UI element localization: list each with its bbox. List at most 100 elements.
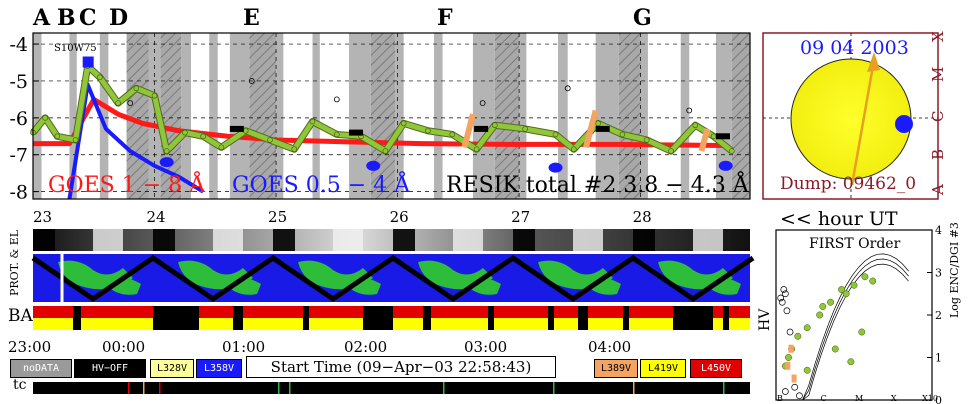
resik-blue-blob bbox=[718, 160, 733, 171]
ba-gap bbox=[673, 306, 713, 330]
tc-label: tc bbox=[13, 377, 27, 393]
first-order-point bbox=[858, 328, 866, 336]
prot-el-label: PROT. & EL bbox=[8, 229, 21, 296]
resik-point bbox=[449, 131, 456, 138]
voltage-legend-row: noDATA HV−OFF L328V L358V L389V L419V L450V bbox=[0, 357, 760, 379]
outlier-point bbox=[479, 100, 486, 106]
first-order-outlier bbox=[791, 383, 799, 391]
ba-strip bbox=[33, 306, 750, 330]
tc-tick bbox=[159, 382, 161, 394]
prot-light-band bbox=[213, 229, 243, 251]
panel-letter: D bbox=[109, 5, 129, 31]
ba-gap bbox=[153, 306, 193, 330]
resik-point bbox=[218, 144, 225, 151]
first-order-point bbox=[819, 303, 827, 310]
ba-gap bbox=[423, 306, 431, 330]
first-order-outlier bbox=[782, 388, 789, 395]
strip-layer bbox=[33, 229, 723, 251]
night-band bbox=[395, 33, 404, 199]
saa-band bbox=[618, 33, 641, 199]
hour-tick-label: 04:00 bbox=[588, 338, 632, 356]
flare-class-letter: M bbox=[929, 67, 947, 82]
prot-dark-band bbox=[153, 229, 175, 251]
voltage-legend-box: L419V bbox=[640, 359, 686, 378]
ba-gap bbox=[548, 306, 554, 330]
resik-black-segment bbox=[715, 133, 730, 140]
sun-panel: A B C M X bbox=[762, 31, 947, 200]
scatter-x-label: B bbox=[777, 394, 783, 403]
green-patch bbox=[223, 277, 261, 295]
tc-tick bbox=[278, 382, 280, 394]
legend-goes-long: GOES 1 − 8 Å bbox=[48, 170, 206, 198]
flare-class-letter: C bbox=[929, 111, 947, 122]
tc-tick bbox=[128, 382, 130, 394]
y-tick-label: -8 bbox=[9, 182, 28, 204]
x-tick-label: 23 bbox=[33, 208, 52, 226]
night-band bbox=[33, 33, 42, 199]
green-patch bbox=[463, 277, 501, 295]
first-order-outlier bbox=[796, 392, 803, 400]
resik-point bbox=[163, 148, 170, 154]
y-tick-label: -7 bbox=[9, 145, 28, 167]
model-curve bbox=[783, 253, 909, 401]
saa-band bbox=[249, 33, 277, 199]
x-tick-label: 27 bbox=[511, 208, 530, 226]
resik-point bbox=[115, 100, 121, 106]
night-band bbox=[312, 33, 320, 199]
night-band bbox=[715, 33, 732, 199]
panel-letter: F bbox=[437, 5, 453, 31]
resik-blue-blob bbox=[548, 162, 563, 173]
tc-tick bbox=[723, 382, 725, 394]
tc-tick bbox=[143, 382, 145, 394]
hv-label: HV bbox=[757, 308, 773, 331]
resik-point bbox=[200, 133, 206, 140]
x-tick-label: 24 bbox=[147, 208, 166, 226]
first-order-outlier bbox=[786, 328, 794, 336]
voltage-legend-box: HV−OFF bbox=[74, 359, 146, 378]
resik-point bbox=[692, 122, 699, 129]
night-band bbox=[69, 33, 77, 199]
night-band bbox=[229, 33, 250, 199]
dump-label: Dump: 09462_0 bbox=[780, 174, 917, 194]
night-band bbox=[472, 33, 495, 199]
scatter-x-label: C bbox=[821, 394, 827, 403]
resik-point bbox=[72, 137, 79, 143]
scatter-y-label: 4 bbox=[935, 224, 942, 237]
resik-point bbox=[133, 85, 140, 92]
ba-gap bbox=[623, 306, 629, 330]
x-tick-label: 26 bbox=[390, 208, 409, 226]
prot-light-band bbox=[453, 229, 483, 251]
first-order-scatter: 4 3 2 1 0 B C M X X10 bbox=[777, 224, 942, 404]
panel-letter: A bbox=[33, 5, 51, 31]
resik-blue-blob bbox=[366, 160, 381, 171]
grid-layer bbox=[33, 33, 750, 199]
saa-band bbox=[370, 33, 396, 199]
y-tick-label: -6 bbox=[9, 108, 28, 130]
night-band bbox=[181, 33, 191, 199]
first-order-title: FIRST Order bbox=[809, 236, 901, 252]
resik-point bbox=[425, 127, 431, 134]
first-order-point bbox=[861, 273, 869, 281]
first-order-point bbox=[785, 354, 792, 361]
active-region-marker bbox=[895, 115, 913, 133]
flare-class-letter: X bbox=[929, 31, 947, 42]
prot-el-strip bbox=[33, 229, 750, 251]
resik-point bbox=[182, 129, 188, 136]
first-order-orange bbox=[791, 374, 797, 383]
resik-point bbox=[309, 118, 316, 125]
first-order-point bbox=[850, 281, 858, 289]
hour-tick-label: 00:00 bbox=[102, 338, 146, 356]
night-band bbox=[640, 33, 648, 199]
panel-letter: C bbox=[79, 5, 97, 31]
ba-gap bbox=[303, 306, 309, 330]
tc-strip bbox=[33, 382, 750, 394]
first-order-point bbox=[831, 345, 839, 353]
resik-point bbox=[643, 137, 650, 143]
hour-tick-label: 23:00 bbox=[8, 338, 52, 356]
night-band bbox=[595, 33, 619, 199]
resik-point bbox=[382, 148, 389, 154]
resik-point bbox=[54, 133, 61, 140]
prot-dark-band bbox=[33, 229, 55, 251]
resik-orange-segment bbox=[461, 113, 476, 149]
prot-dark-band bbox=[513, 229, 535, 251]
